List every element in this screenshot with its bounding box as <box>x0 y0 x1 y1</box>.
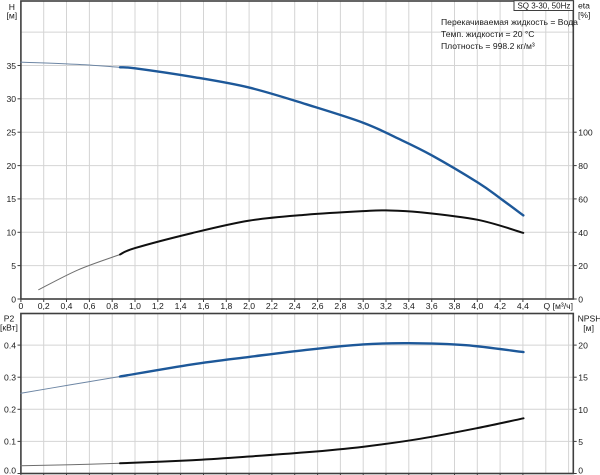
svg-text:3,8: 3,8 <box>449 301 461 311</box>
svg-text:3,4: 3,4 <box>403 301 415 311</box>
svg-text:15: 15 <box>6 194 16 204</box>
svg-text:20: 20 <box>578 341 588 351</box>
svg-text:0,6: 0,6 <box>83 301 95 311</box>
svg-text:H: H <box>9 2 15 12</box>
svg-text:eta: eta <box>578 1 590 11</box>
svg-text:60: 60 <box>578 194 588 204</box>
svg-text:5: 5 <box>11 261 16 271</box>
svg-text:2,6: 2,6 <box>312 301 324 311</box>
svg-text:2,2: 2,2 <box>266 301 278 311</box>
svg-text:[м]: [м] <box>6 11 17 21</box>
svg-text:80: 80 <box>578 161 588 171</box>
svg-text:1,6: 1,6 <box>198 301 210 311</box>
svg-text:4,2: 4,2 <box>494 301 506 311</box>
svg-text:Темп. жидкости = 20 °C: Темп. жидкости = 20 °C <box>441 29 535 39</box>
svg-text:5: 5 <box>578 437 583 447</box>
svg-text:Плотность = 998.2 кг/м³: Плотность = 998.2 кг/м³ <box>441 41 535 51</box>
svg-text:3,6: 3,6 <box>426 301 438 311</box>
svg-text:0,4: 0,4 <box>61 301 73 311</box>
svg-text:NPSH: NPSH <box>578 313 600 323</box>
svg-text:20: 20 <box>6 161 16 171</box>
svg-text:10: 10 <box>6 228 16 238</box>
svg-text:0.3: 0.3 <box>4 373 16 383</box>
svg-text:15: 15 <box>578 373 588 383</box>
svg-text:0: 0 <box>11 294 16 304</box>
svg-text:2,4: 2,4 <box>289 301 301 311</box>
svg-text:2,8: 2,8 <box>334 301 346 311</box>
svg-text:30: 30 <box>6 94 16 104</box>
svg-text:0.0: 0.0 <box>4 465 16 475</box>
svg-text:0.1: 0.1 <box>4 437 16 447</box>
svg-text:3,0: 3,0 <box>357 301 369 311</box>
svg-text:0.4: 0.4 <box>4 340 16 350</box>
svg-text:[м]: [м] <box>583 323 594 333</box>
svg-text:25: 25 <box>6 128 16 138</box>
svg-text:20: 20 <box>578 261 588 271</box>
svg-text:P2: P2 <box>4 313 15 323</box>
svg-text:Q [м³/ч]: Q [м³/ч] <box>544 301 573 311</box>
svg-text:40: 40 <box>578 228 588 238</box>
svg-text:SQ 3-30, 50Hz: SQ 3-30, 50Hz <box>517 1 570 10</box>
svg-text:0.2: 0.2 <box>4 405 16 415</box>
svg-text:1,4: 1,4 <box>175 301 187 311</box>
svg-text:10: 10 <box>578 405 588 415</box>
svg-text:0,8: 0,8 <box>106 301 118 311</box>
svg-text:3,2: 3,2 <box>380 301 392 311</box>
svg-text:2,0: 2,0 <box>243 301 255 311</box>
svg-text:1,8: 1,8 <box>220 301 232 311</box>
svg-text:[%]: [%] <box>578 10 590 20</box>
svg-text:Перекачиваемая жидкость = Вода: Перекачиваемая жидкость = Вода <box>441 17 578 27</box>
svg-text:0: 0 <box>19 301 24 311</box>
svg-text:0: 0 <box>578 465 583 475</box>
svg-text:0: 0 <box>578 295 583 305</box>
svg-text:4,0: 4,0 <box>471 301 483 311</box>
svg-text:4,4: 4,4 <box>517 301 529 311</box>
svg-text:1,0: 1,0 <box>129 301 141 311</box>
svg-text:1,2: 1,2 <box>152 301 164 311</box>
svg-text:100: 100 <box>578 128 593 138</box>
svg-text:[кВт]: [кВт] <box>0 323 18 333</box>
svg-text:0,2: 0,2 <box>38 301 50 311</box>
svg-text:35: 35 <box>6 61 16 71</box>
